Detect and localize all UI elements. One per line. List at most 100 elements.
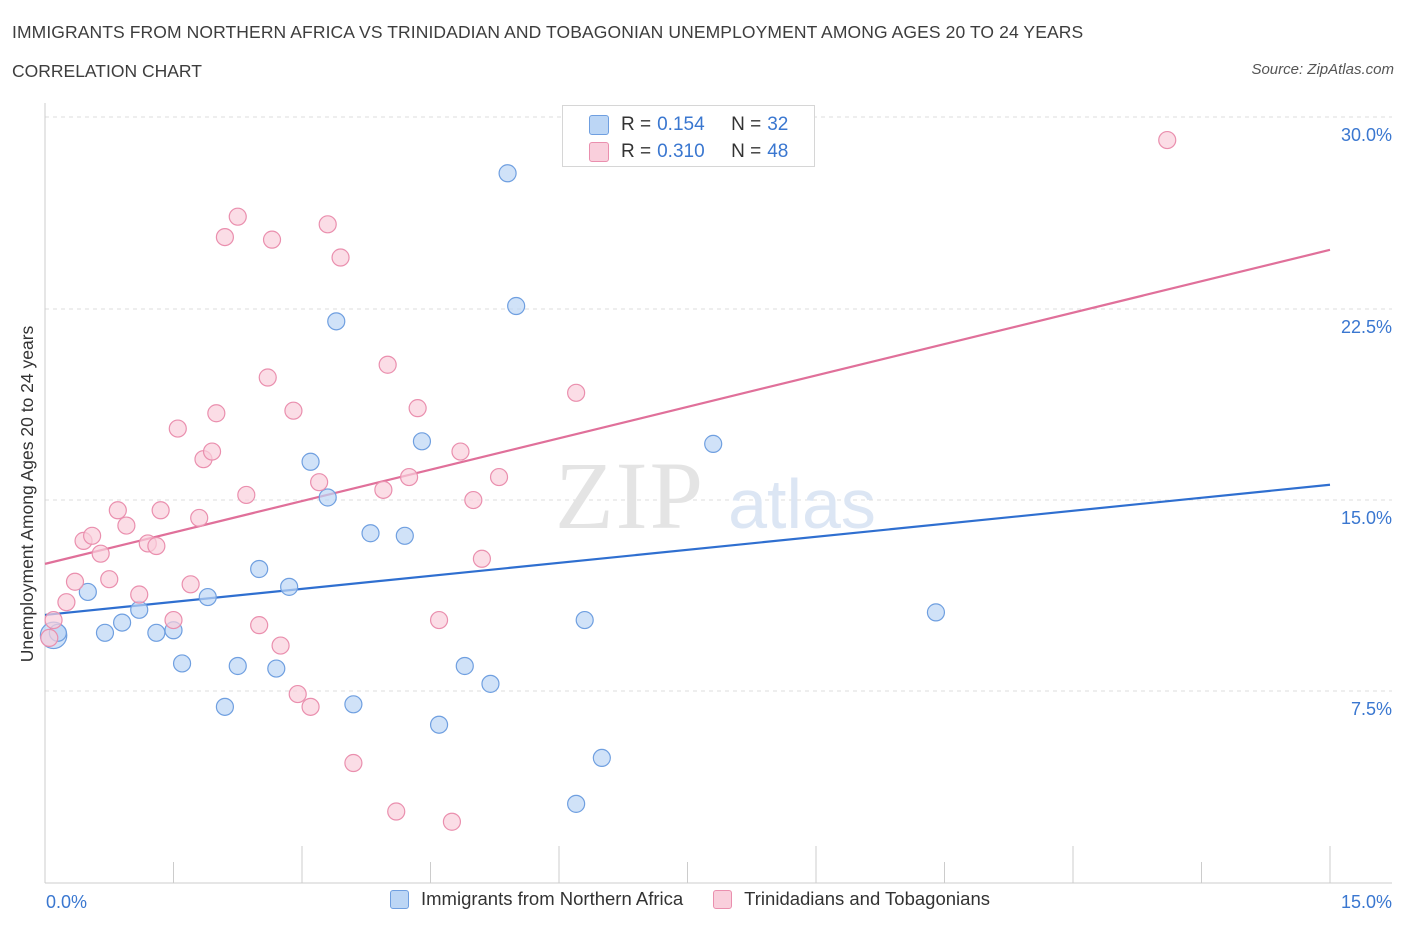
data-point-pink	[262, 230, 282, 249]
r-value-pink: 0.310	[657, 141, 705, 162]
data-point-pink	[567, 383, 586, 402]
data-point-pink	[151, 501, 170, 520]
data-point-pink	[472, 549, 491, 568]
chart-subtitle: CORRELATION CHART	[12, 61, 202, 81]
data-point-blue	[147, 623, 166, 642]
trend-layer	[44, 248, 1331, 617]
data-point-pink	[318, 215, 337, 234]
data-point-blue	[280, 577, 299, 596]
legend-item-blue[interactable]: Immigrants from Northern Africa	[390, 888, 683, 910]
data-point-blue	[250, 559, 269, 579]
pink-swatch-icon	[713, 889, 733, 909]
data-point-pink	[83, 526, 102, 545]
data-point-pink	[489, 467, 509, 487]
data-point-blue	[567, 794, 586, 813]
data-point-pink	[288, 684, 307, 704]
watermark-zip: ZIP	[555, 442, 705, 549]
data-point-pink	[117, 516, 136, 535]
data-point-blue	[498, 164, 517, 183]
data-point-blue	[198, 587, 217, 607]
stats-row-blue: R = 0.154 N = 32	[589, 113, 788, 137]
data-point-pink	[344, 753, 363, 773]
data-point-pink	[301, 697, 320, 716]
data-point-pink	[408, 399, 427, 418]
data-point-pink	[57, 593, 76, 612]
data-point-pink	[181, 575, 200, 594]
axis-layer	[44, 103, 1392, 884]
source-label: Source: ZipAtlas.com	[1251, 61, 1394, 78]
data-point-blue	[455, 656, 474, 676]
n-label: N =	[731, 114, 762, 135]
y-tick-label: 7.5%	[1351, 699, 1392, 719]
data-point-pink	[228, 207, 247, 226]
data-point-pink	[451, 442, 470, 461]
blue-swatch-icon	[589, 115, 609, 135]
data-point-blue	[301, 452, 320, 471]
data-point-pink	[271, 636, 290, 655]
data-point-blue	[327, 312, 346, 331]
trend-line-blue	[44, 483, 1331, 617]
data-point-pink	[168, 419, 187, 438]
data-point-pink	[40, 628, 59, 648]
trend-line-pink	[44, 248, 1331, 565]
data-point-blue	[344, 695, 363, 714]
data-point-blue	[267, 659, 286, 678]
y-tick-label: 15.0%	[1341, 508, 1392, 528]
tick-label-layer: 7.5% 15.0% 22.5% 30.0% 0.0% 15.0%	[46, 125, 1392, 912]
data-point-pink	[202, 442, 222, 461]
r-label: R =	[621, 141, 652, 162]
data-point-blue	[507, 296, 526, 316]
data-point-pink	[215, 227, 234, 247]
data-point-pink	[164, 610, 183, 630]
stats-row-pink: R = 0.310 N = 48	[589, 140, 788, 164]
data-point-blue	[318, 488, 337, 507]
y-tick-label: 22.5%	[1341, 317, 1392, 337]
data-point-blue	[412, 432, 432, 451]
data-point-blue	[130, 600, 149, 619]
data-point-pink	[130, 585, 149, 604]
n-value-pink: 48	[767, 141, 789, 162]
data-point-pink	[190, 508, 209, 528]
bottom-legend: Immigrants from Northern Africa Trinidad…	[390, 888, 1020, 910]
data-point-blue	[112, 613, 132, 632]
data-point-pink	[399, 467, 419, 487]
data-point-pink	[44, 610, 63, 630]
x-tick-label: 0.0%	[46, 892, 87, 912]
pink-swatch-icon	[589, 142, 609, 162]
data-point-blue	[429, 715, 449, 734]
data-point-pink	[464, 490, 483, 510]
data-point-pink	[378, 355, 397, 374]
legend-label-blue: Immigrants from Northern Africa	[421, 888, 684, 909]
data-point-pink	[442, 812, 462, 831]
chart-title: IMMIGRANTS FROM NORTHERN AFRICA VS TRINI…	[12, 22, 1084, 42]
data-point-blue	[95, 623, 115, 642]
data-point-blue	[228, 656, 247, 676]
data-point-blue	[215, 697, 234, 716]
data-point-pink	[310, 473, 329, 492]
data-point-blue	[172, 654, 192, 673]
data-point-pink	[108, 501, 127, 520]
watermark-atlas: atlas	[728, 465, 876, 543]
points-layer	[39, 130, 1177, 831]
x-tick-label: 15.0%	[1341, 892, 1392, 912]
data-point-pink	[91, 544, 110, 563]
legend-item-pink[interactable]: Trinidadians and Tobagonians	[713, 888, 990, 910]
stats-legend: R = 0.154 N = 32 R = 0.310 N = 48	[562, 105, 815, 167]
data-point-pink	[1158, 130, 1177, 150]
data-point-pink	[100, 570, 119, 589]
data-point-blue	[926, 603, 946, 622]
y-tick-label: 30.0%	[1341, 125, 1392, 145]
data-point-blue	[704, 434, 723, 453]
data-point-blue	[78, 582, 97, 602]
data-point-pink	[284, 401, 303, 420]
data-point-blue	[575, 610, 594, 630]
r-value-blue: 0.154	[657, 114, 705, 135]
data-point-blue	[361, 524, 380, 543]
grid-layer	[45, 116, 1392, 692]
data-point-pink	[207, 404, 226, 423]
n-value-blue: 32	[767, 114, 789, 135]
data-point-pink	[250, 616, 269, 635]
r-label: R =	[621, 114, 652, 135]
legend-label-pink: Trinidadians and Tobagonians	[744, 888, 990, 909]
